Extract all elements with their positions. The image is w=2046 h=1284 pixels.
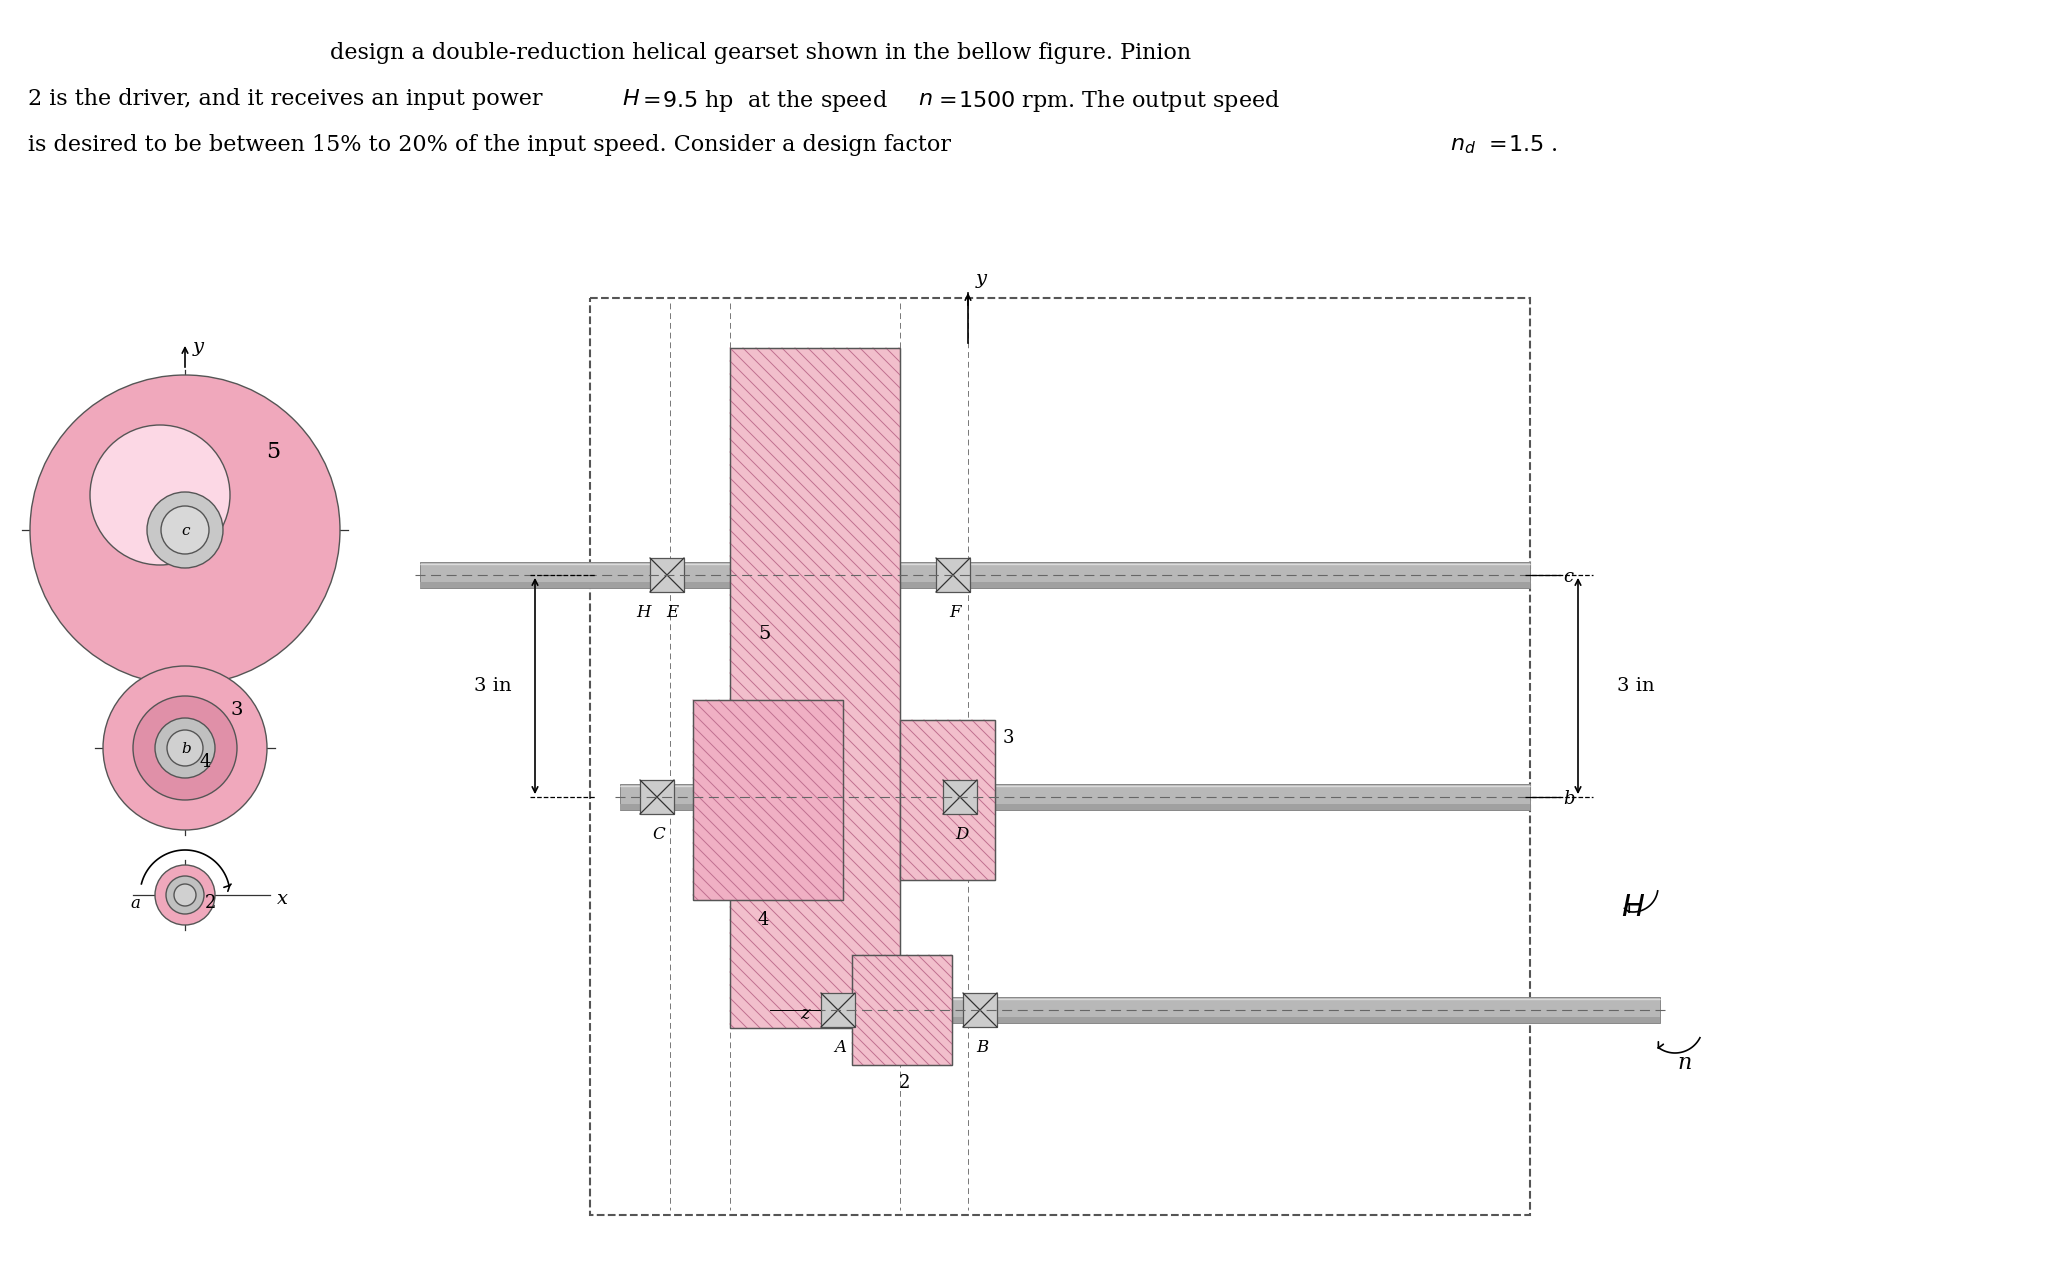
Text: 3 in: 3 in <box>1616 677 1655 695</box>
Bar <box>935 559 970 592</box>
Text: $n$: $n$ <box>919 89 933 110</box>
Bar <box>730 348 900 1028</box>
Text: is desired to be between 15% to 20% of the input speed. Consider a design factor: is desired to be between 15% to 20% of t… <box>29 134 958 155</box>
Bar <box>651 559 683 592</box>
Bar <box>851 955 951 1064</box>
Text: C: C <box>653 826 665 844</box>
Text: 2 is the driver, and it receives an input power: 2 is the driver, and it receives an inpu… <box>29 89 550 110</box>
Text: 3: 3 <box>231 701 243 719</box>
Bar <box>820 1017 1659 1023</box>
Circle shape <box>143 707 225 788</box>
Circle shape <box>174 883 196 907</box>
Text: $n_d$: $n_d$ <box>1451 134 1475 155</box>
Text: a: a <box>131 895 139 913</box>
Text: c: c <box>182 524 190 538</box>
Text: F: F <box>949 603 962 621</box>
Text: H: H <box>636 603 651 621</box>
Bar <box>851 955 951 1064</box>
Text: 4: 4 <box>198 752 211 770</box>
Text: design a double-reduction helical gearset shown in the bellow figure. Pinion: design a double-reduction helical gearse… <box>329 42 1191 64</box>
Text: $\!=\!1.5$ .: $\!=\!1.5$ . <box>1487 134 1557 155</box>
Text: E: E <box>665 603 677 621</box>
Bar <box>820 993 855 1027</box>
Circle shape <box>162 506 209 553</box>
Text: $H$: $H$ <box>1620 891 1645 922</box>
Text: $H$: $H$ <box>622 89 640 110</box>
Circle shape <box>168 731 203 767</box>
Text: x: x <box>276 890 288 908</box>
Text: n: n <box>1678 1052 1692 1073</box>
Text: B: B <box>976 1039 988 1055</box>
Bar <box>694 700 843 900</box>
Bar <box>640 779 673 814</box>
Bar <box>964 993 996 1027</box>
Text: 3: 3 <box>1003 729 1015 747</box>
Text: y: y <box>192 338 205 356</box>
Text: 5: 5 <box>266 440 280 464</box>
Circle shape <box>147 492 223 568</box>
Bar <box>943 779 978 814</box>
Text: 2: 2 <box>205 894 217 912</box>
Text: z: z <box>800 1005 810 1023</box>
Bar <box>900 720 994 880</box>
Circle shape <box>133 696 237 800</box>
Text: 3 in: 3 in <box>475 677 512 695</box>
Text: 2: 2 <box>898 1073 910 1091</box>
Circle shape <box>90 425 229 565</box>
Circle shape <box>155 718 215 778</box>
Bar <box>589 298 1530 1215</box>
Text: c: c <box>1563 568 1573 586</box>
Text: D: D <box>955 826 968 844</box>
Bar <box>620 785 1530 810</box>
Circle shape <box>102 666 266 829</box>
Bar <box>900 720 994 880</box>
Bar <box>730 348 900 1028</box>
Bar <box>620 804 1530 810</box>
Text: b: b <box>182 742 190 756</box>
Bar <box>820 996 1659 1023</box>
Bar <box>419 562 1530 588</box>
Text: 4: 4 <box>757 912 769 930</box>
Text: A: A <box>835 1039 845 1055</box>
Bar <box>694 700 843 900</box>
Bar <box>419 582 1530 588</box>
Text: 5: 5 <box>759 624 771 642</box>
Text: b: b <box>1563 790 1575 808</box>
Circle shape <box>155 865 215 924</box>
Text: $\!=\!1500$ rpm. The output speed: $\!=\!1500$ rpm. The output speed <box>937 89 1281 114</box>
Circle shape <box>166 876 205 914</box>
Circle shape <box>31 375 340 684</box>
Text: $\!=\!9.5$ hp  at the speed: $\!=\!9.5$ hp at the speed <box>642 89 888 114</box>
Text: y: y <box>976 270 986 288</box>
